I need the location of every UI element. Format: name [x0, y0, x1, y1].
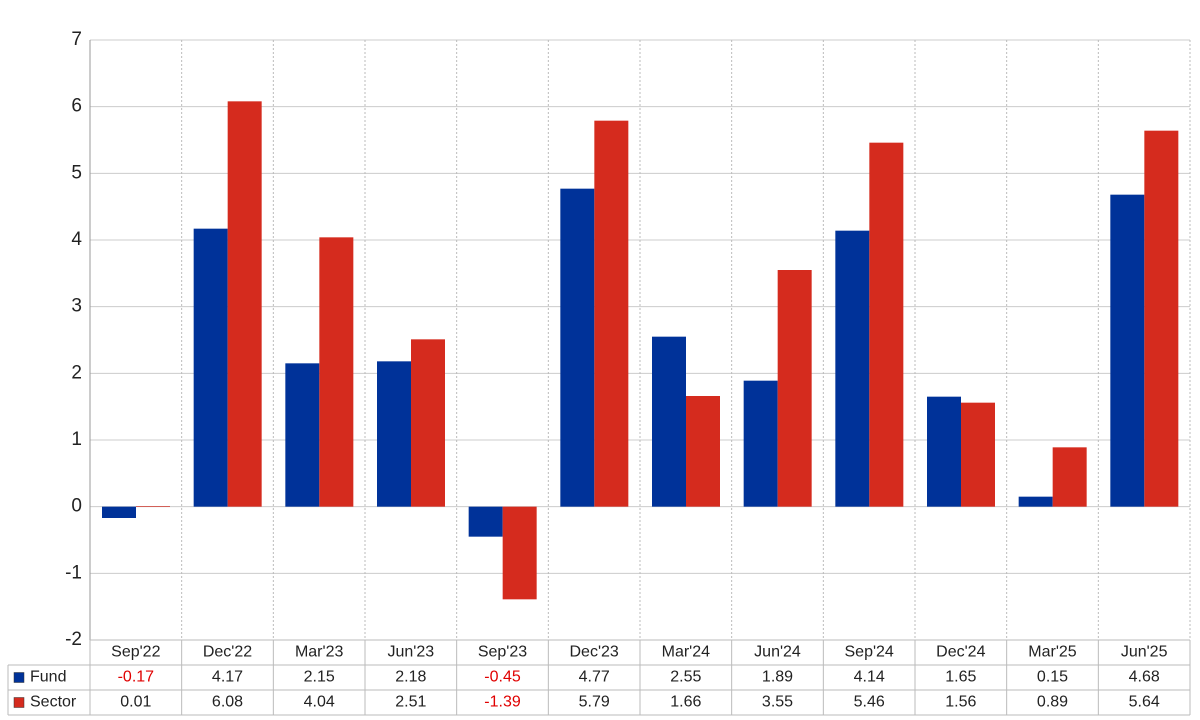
bar	[869, 142, 904, 507]
bar	[835, 230, 870, 507]
table-value: 4.04	[304, 694, 335, 711]
table-value: 1.89	[762, 669, 793, 686]
table-value: 0.89	[1037, 694, 1068, 711]
y-tick-label: 1	[71, 429, 82, 450]
bar	[743, 380, 778, 507]
y-tick-label: 7	[71, 29, 82, 50]
x-tick-label: Jun'24	[754, 644, 801, 661]
bar	[377, 361, 411, 507]
x-tick-label: Mar'25	[1028, 644, 1077, 661]
bar	[136, 506, 170, 507]
y-tick-label: 3	[71, 296, 82, 317]
y-tick-label: 5	[71, 162, 82, 183]
x-tick-label: Mar'24	[662, 644, 711, 661]
bar	[1018, 496, 1053, 507]
bar	[1052, 447, 1087, 507]
bar	[594, 120, 629, 507]
table-value: 2.18	[395, 669, 426, 686]
y-tick-label: 0	[71, 496, 82, 517]
table-value: 1.66	[670, 694, 701, 711]
table-value: 2.55	[670, 669, 701, 686]
bar	[319, 237, 354, 507]
x-tick-label: Sep'23	[478, 644, 527, 661]
bar	[411, 339, 445, 507]
bar	[502, 506, 537, 600]
x-tick-label: Mar'23	[295, 644, 344, 661]
bar	[560, 188, 595, 507]
bar	[193, 228, 228, 507]
table-value: 4.17	[212, 669, 243, 686]
table-value: 2.15	[304, 669, 335, 686]
table-value: -0.17	[118, 669, 155, 686]
table-value: 2.51	[395, 694, 426, 711]
legend-label: Sector	[30, 694, 77, 711]
y-tick-label: -2	[65, 629, 82, 650]
table-value: 1.65	[945, 669, 976, 686]
bar	[927, 396, 961, 507]
y-tick-label: -1	[65, 562, 82, 583]
bar	[777, 270, 812, 507]
x-tick-label: Dec'23	[570, 644, 619, 661]
x-tick-label: Jun'23	[388, 644, 435, 661]
table-value: 6.08	[212, 694, 243, 711]
bar	[1110, 194, 1145, 507]
legend-swatch	[13, 672, 25, 683]
bar	[468, 506, 503, 537]
table-value: 1.56	[945, 694, 976, 711]
table-value: 0.15	[1037, 669, 1068, 686]
bar	[1144, 130, 1179, 507]
table-value: 4.77	[579, 669, 610, 686]
table-value: 4.14	[854, 669, 885, 686]
table-value: 3.55	[762, 694, 793, 711]
legend-swatch	[13, 697, 25, 708]
bar	[652, 336, 686, 507]
y-tick-label: 2	[71, 362, 82, 383]
bar	[285, 363, 320, 507]
table-value: -1.39	[484, 694, 521, 711]
bar	[102, 506, 136, 518]
x-tick-label: Sep'24	[845, 644, 894, 661]
table-value: 5.46	[854, 694, 885, 711]
table-value: 5.64	[1129, 694, 1160, 711]
table-value: -0.45	[484, 669, 521, 686]
table-value: 4.68	[1129, 669, 1160, 686]
bar	[961, 402, 995, 507]
legend-label: Fund	[30, 669, 66, 686]
bar	[686, 396, 720, 507]
x-tick-label: Jun'25	[1121, 644, 1168, 661]
y-tick-label: 6	[71, 96, 82, 117]
x-tick-label: Dec'24	[936, 644, 985, 661]
bar	[227, 101, 262, 507]
x-tick-label: Sep'22	[111, 644, 160, 661]
table-value: 5.79	[579, 694, 610, 711]
x-tick-label: Dec'22	[203, 644, 252, 661]
y-tick-label: 4	[71, 229, 82, 250]
table-value: 0.01	[120, 694, 151, 711]
